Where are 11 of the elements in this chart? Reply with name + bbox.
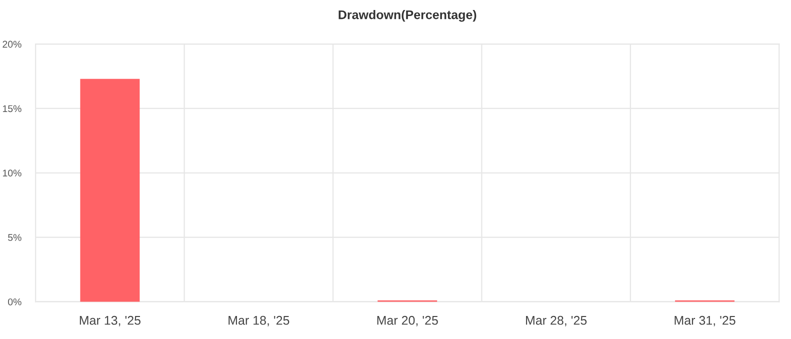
chart-title: Drawdown(Percentage) [338, 10, 476, 22]
x-tick-label: Mar 28, '25 [526, 316, 587, 326]
y-tick-label: 5% [8, 234, 22, 241]
y-tick-label: 15% [2, 105, 22, 112]
x-tick-label: Mar 18, '25 [228, 316, 290, 326]
y-tick-label: 20% [2, 40, 22, 48]
y-tick-label: 10% [2, 170, 22, 177]
x-tick-label: Mar 20, '25 [377, 316, 438, 326]
x-tick-label: Mar 13, '25 [80, 316, 140, 326]
y-tick-label: 0% [8, 298, 22, 306]
x-tick-label: Mar 31, '25 [674, 316, 736, 326]
